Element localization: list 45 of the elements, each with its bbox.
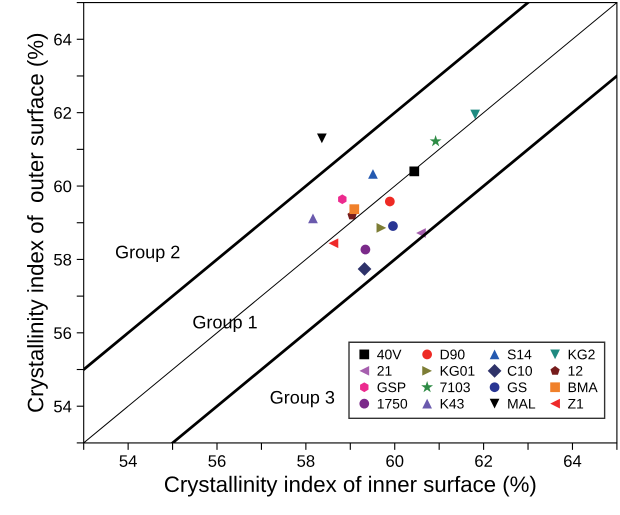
- annotation: Group 2: [116, 246, 180, 262]
- x-tick-label: 58: [297, 455, 314, 467]
- legend-label: BMA: [568, 382, 598, 392]
- y-tick-label: 54: [54, 400, 72, 412]
- y-tick-label: 64: [54, 34, 72, 46]
- legend-label: KG01: [440, 366, 474, 376]
- point: [358, 262, 372, 276]
- point: [338, 194, 347, 204]
- legend-label: 40V: [377, 350, 402, 360]
- point: [328, 238, 338, 248]
- point: [360, 244, 370, 254]
- legend-label: GSP: [377, 382, 406, 392]
- legend-label: GS: [508, 382, 527, 392]
- point: [388, 221, 398, 231]
- y-tick-label: 62: [54, 107, 72, 119]
- legend-label: 21: [377, 366, 392, 376]
- point: [308, 213, 318, 224]
- y-tick-label: 56: [54, 327, 72, 340]
- annotation: Group 3: [270, 390, 334, 408]
- point: [368, 169, 378, 179]
- y-tick-label: 60: [54, 180, 72, 192]
- x-tick-label: 60: [386, 455, 404, 467]
- point: [384, 196, 395, 206]
- legend-label: 1750: [378, 398, 408, 409]
- legend-label: 12: [568, 366, 582, 376]
- legend-label: C10: [508, 366, 532, 376]
- x-axis-title: Crystallinity index of inner surface (%): [164, 476, 536, 497]
- legend-label: KG2: [568, 350, 595, 360]
- legend-label: 7103: [440, 382, 470, 392]
- legend-label: K43: [440, 398, 464, 409]
- x-tick-label: 54: [120, 455, 137, 467]
- x-tick-label: 62: [475, 455, 492, 467]
- point: [470, 110, 480, 120]
- legend-label: MAL: [508, 398, 536, 409]
- legend-label: S14: [508, 350, 532, 360]
- x-tick-label: 64: [564, 455, 582, 467]
- point: [349, 204, 360, 214]
- y-axis-title: Crystallinity index of outer surface (%): [27, 34, 48, 412]
- x-tick-label: 56: [208, 455, 226, 467]
- y-tick-label: 58: [54, 254, 72, 266]
- point: [376, 223, 386, 233]
- legend-label: Z1: [568, 398, 584, 409]
- legend-label: D90: [440, 350, 465, 360]
- point: [317, 133, 327, 144]
- point: [430, 135, 442, 146]
